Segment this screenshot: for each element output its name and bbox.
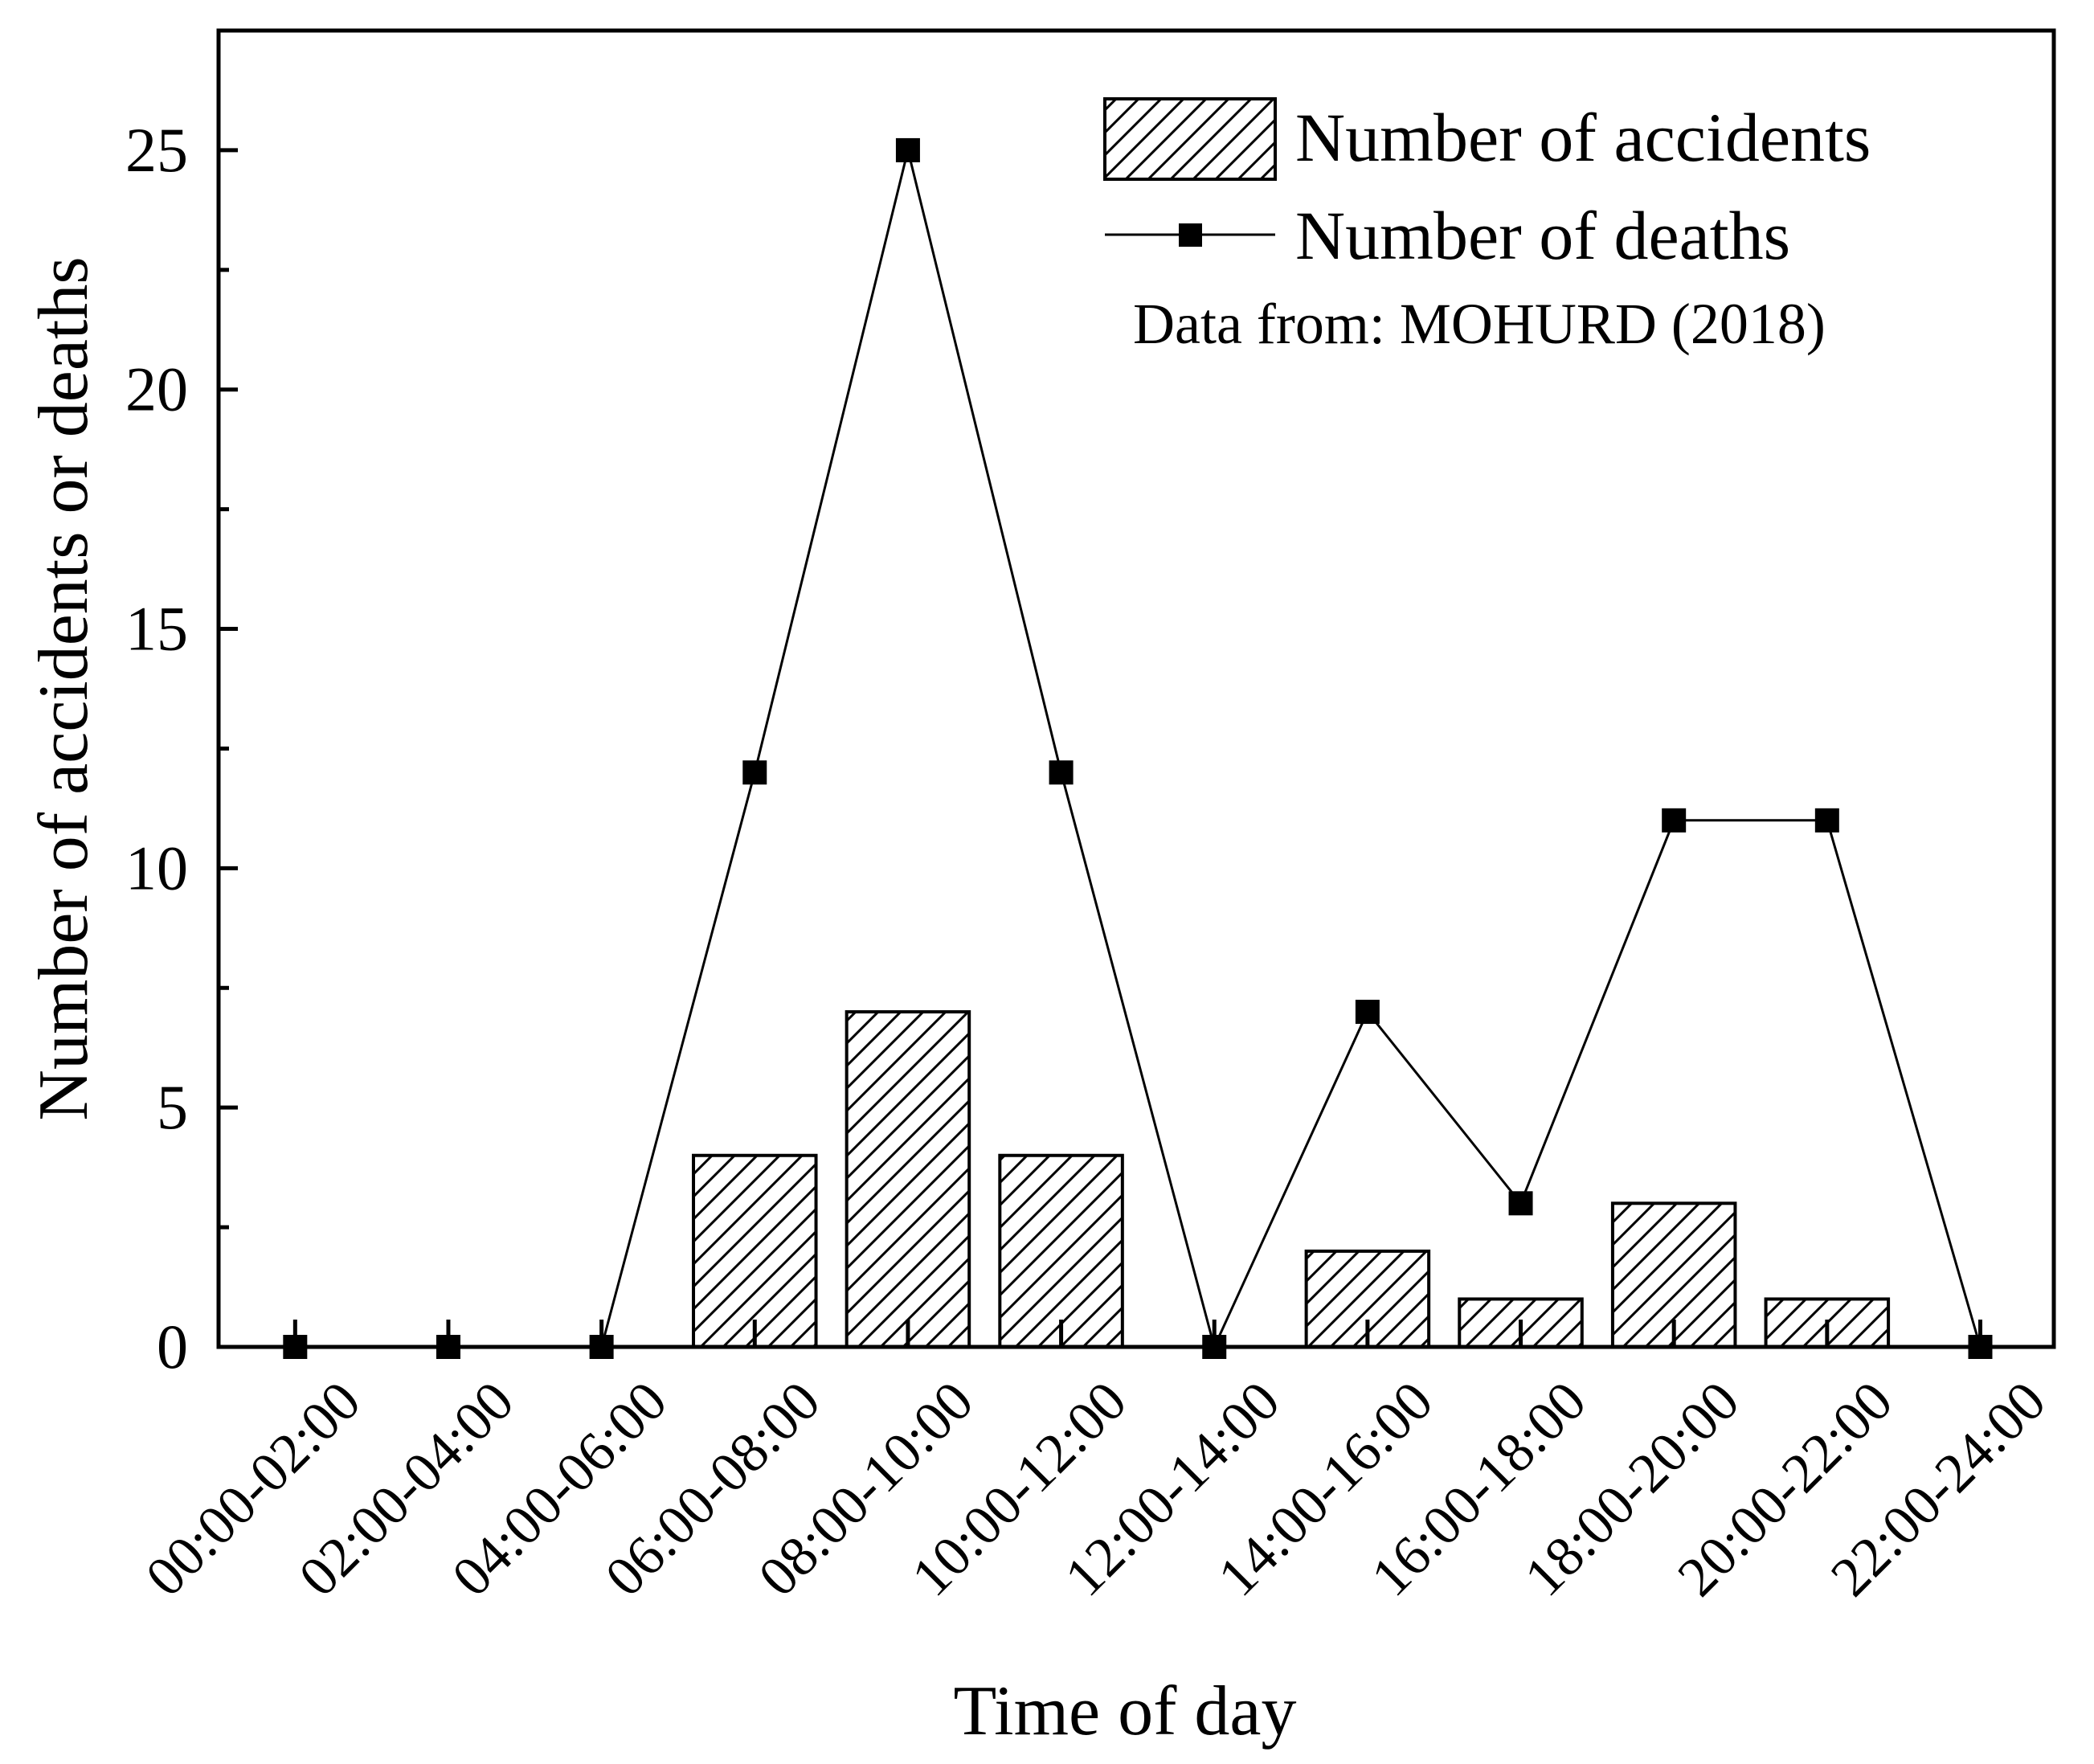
- y-tick-label-0: 0: [157, 1312, 188, 1381]
- bar-accidents-3: [692, 1153, 818, 1349]
- bar-accidents-5: [998, 1153, 1124, 1349]
- plot-background: [219, 31, 2054, 1347]
- y-tick-label-5: 5: [157, 1072, 188, 1142]
- x-axis-label: Time of day: [954, 1672, 1297, 1750]
- x-tick-labels: 00:00-02:0002:00-04:0004:00-06:0006:00-0…: [134, 1370, 2058, 1608]
- ticks-layer: [219, 148, 1982, 1349]
- y-tick-label-15: 15: [125, 594, 188, 664]
- marker-deaths-3: [742, 760, 767, 785]
- y-tick-labels: 0 5 10 15 20 25: [125, 115, 188, 1381]
- y-tick-label-20: 20: [125, 354, 188, 424]
- y-tick-label-25: 25: [125, 115, 188, 185]
- marker-deaths-5: [1049, 760, 1074, 785]
- marker-deaths-7: [1355, 1000, 1380, 1025]
- bar-accidents-4: [845, 1010, 971, 1349]
- legend-swatch-accidents: [1103, 97, 1277, 181]
- y-tick-label-10: 10: [125, 833, 188, 902]
- marker-deaths-4: [895, 137, 920, 162]
- legend: Number of accidents Number of deaths Dat…: [1103, 97, 1871, 356]
- data-source-annotation: Data from: MOHURD (2018): [1133, 292, 1826, 356]
- legend-marker-deaths: [1179, 223, 1202, 247]
- y-axis-label: Number of accidents or deaths: [25, 256, 103, 1120]
- bars-layer: [692, 1010, 1891, 1349]
- marker-deaths-9: [1662, 808, 1687, 833]
- marker-deaths-8: [1508, 1191, 1533, 1216]
- legend-label-accidents: Number of accidents: [1295, 99, 1871, 176]
- marker-deaths-10: [1814, 808, 1839, 833]
- plot-frame: [216, 28, 2056, 1349]
- legend-label-deaths: Number of deaths: [1295, 197, 1790, 274]
